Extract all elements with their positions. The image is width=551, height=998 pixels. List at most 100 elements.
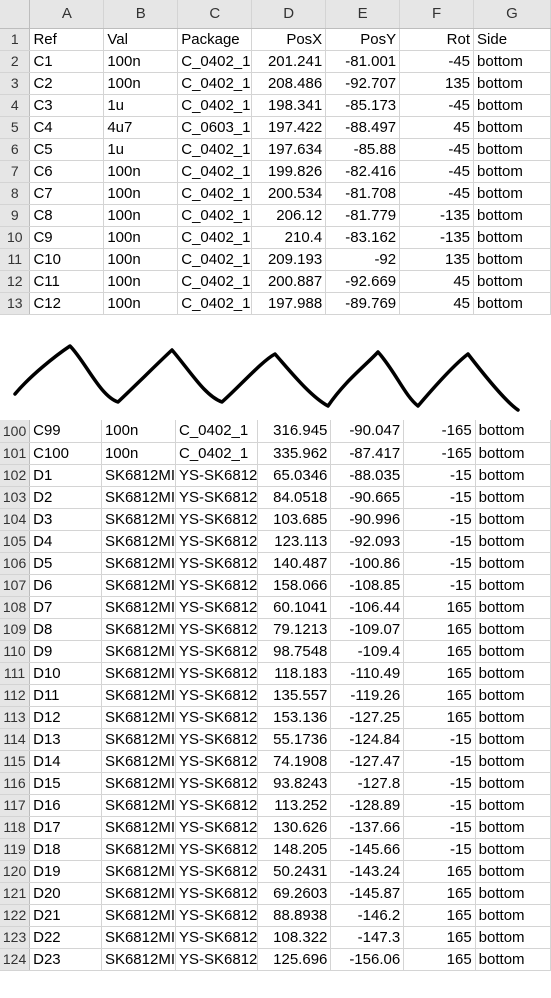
cell-posx[interactable]: 113.252 xyxy=(257,794,332,817)
cell-posx[interactable]: 140.487 xyxy=(257,552,332,575)
cell-package[interactable]: Package xyxy=(177,28,253,51)
cell-val[interactable]: 100n xyxy=(103,204,179,227)
cell-side[interactable]: bottom xyxy=(473,270,551,293)
row-header[interactable]: 116 xyxy=(0,772,31,795)
cell-posx[interactable]: 316.945 xyxy=(257,420,332,443)
cell-posx[interactable]: 158.066 xyxy=(257,574,332,597)
cell-val[interactable]: SK6812MI xyxy=(101,794,177,817)
column-header-a[interactable]: A xyxy=(29,0,105,29)
cell-rot[interactable]: 165 xyxy=(403,706,476,729)
cell-val[interactable]: SK6812MI xyxy=(101,662,177,685)
cell-side[interactable]: bottom xyxy=(473,138,551,161)
row-header[interactable]: 113 xyxy=(0,706,31,729)
cell-side[interactable]: bottom xyxy=(475,838,551,861)
cell-ref[interactable]: C6 xyxy=(29,160,105,183)
cell-val[interactable]: 4u7 xyxy=(103,116,179,139)
cell-val[interactable]: SK6812MI xyxy=(101,948,177,971)
row-header[interactable]: 9 xyxy=(0,204,31,227)
cell-posy[interactable]: -145.66 xyxy=(330,838,405,861)
cell-package[interactable]: YS-SK6812 xyxy=(175,596,259,619)
cell-posy[interactable]: -90.996 xyxy=(330,508,405,531)
cell-ref[interactable]: D16 xyxy=(29,794,102,817)
cell-rot[interactable]: -45 xyxy=(399,94,475,117)
row-header[interactable]: 115 xyxy=(0,750,31,773)
cell-rot[interactable]: 165 xyxy=(403,662,476,685)
cell-posy[interactable]: -85.173 xyxy=(325,94,401,117)
cell-package[interactable]: YS-SK6812 xyxy=(175,552,259,575)
cell-posy[interactable]: -143.24 xyxy=(330,860,405,883)
cell-side[interactable]: bottom xyxy=(473,72,551,95)
cell-side[interactable]: bottom xyxy=(473,226,551,249)
row-header[interactable]: 123 xyxy=(0,926,31,949)
cell-posy[interactable]: -92.669 xyxy=(325,270,401,293)
cell-side[interactable]: bottom xyxy=(475,794,551,817)
cell-posy[interactable]: -90.665 xyxy=(330,486,405,509)
cell-val[interactable]: 100n xyxy=(103,270,179,293)
row-header[interactable]: 102 xyxy=(0,464,31,487)
cell-ref[interactable]: D13 xyxy=(29,728,102,751)
cell-package[interactable]: C_0402_1 xyxy=(177,72,253,95)
cell-rot[interactable]: -15 xyxy=(403,486,476,509)
row-header[interactable]: 12 xyxy=(0,270,31,293)
row-header[interactable]: 111 xyxy=(0,662,31,685)
cell-posx[interactable]: 103.685 xyxy=(257,508,332,531)
column-header-d[interactable]: D xyxy=(251,0,327,29)
cell-posy[interactable]: -128.89 xyxy=(330,794,405,817)
cell-rot[interactable]: -45 xyxy=(399,182,475,205)
cell-posx[interactable]: 69.2603 xyxy=(257,882,332,905)
cell-posx[interactable]: 84.0518 xyxy=(257,486,332,509)
cell-rot[interactable]: -15 xyxy=(403,508,476,531)
cell-val[interactable]: SK6812MI xyxy=(101,860,177,883)
cell-posx[interactable]: 201.241 xyxy=(251,50,327,73)
cell-package[interactable]: YS-SK6812 xyxy=(175,882,259,905)
cell-posx[interactable]: 98.7548 xyxy=(257,640,332,663)
cell-val[interactable]: SK6812MI xyxy=(101,772,177,795)
cell-ref[interactable]: C9 xyxy=(29,226,105,249)
column-header-e[interactable]: E xyxy=(325,0,401,29)
cell-side[interactable]: bottom xyxy=(473,116,551,139)
cell-posy[interactable]: -81.001 xyxy=(325,50,401,73)
cell-package[interactable]: YS-SK6812 xyxy=(175,948,259,971)
cell-package[interactable]: YS-SK6812 xyxy=(175,838,259,861)
cell-posx[interactable]: 108.322 xyxy=(257,926,332,949)
row-header[interactable]: 124 xyxy=(0,948,31,971)
cell-posy[interactable]: -124.84 xyxy=(330,728,405,751)
cell-side[interactable]: bottom xyxy=(475,464,551,487)
cell-posx[interactable]: 93.8243 xyxy=(257,772,332,795)
cell-val[interactable]: SK6812MI xyxy=(101,552,177,575)
cell-posy[interactable]: -145.87 xyxy=(330,882,405,905)
cell-rot[interactable]: 135 xyxy=(399,248,475,271)
cell-posx[interactable]: 148.205 xyxy=(257,838,332,861)
cell-val[interactable]: SK6812MI xyxy=(101,596,177,619)
cell-posx[interactable]: 65.0346 xyxy=(257,464,332,487)
cell-posx[interactable]: 197.988 xyxy=(251,292,327,315)
cell-ref[interactable]: D7 xyxy=(29,596,102,619)
cell-posy[interactable]: -146.2 xyxy=(330,904,405,927)
cell-posx[interactable]: 50.2431 xyxy=(257,860,332,883)
cell-posy[interactable]: -85.88 xyxy=(325,138,401,161)
cell-side[interactable]: bottom xyxy=(475,530,551,553)
cell-rot[interactable]: 45 xyxy=(399,270,475,293)
cell-posx[interactable]: 88.8938 xyxy=(257,904,332,927)
cell-ref[interactable]: C1 xyxy=(29,50,105,73)
cell-package[interactable]: YS-SK6812 xyxy=(175,508,259,531)
cell-ref[interactable]: D21 xyxy=(29,904,102,927)
cell-posy[interactable]: -88.035 xyxy=(330,464,405,487)
cell-posy[interactable]: -100.86 xyxy=(330,552,405,575)
cell-ref[interactable]: D2 xyxy=(29,486,102,509)
cell-ref[interactable]: C10 xyxy=(29,248,105,271)
cell-val[interactable]: SK6812MI xyxy=(101,684,177,707)
cell-rot[interactable]: 165 xyxy=(403,618,476,641)
row-header[interactable]: 114 xyxy=(0,728,31,751)
cell-rot[interactable]: -15 xyxy=(403,464,476,487)
cell-package[interactable]: C_0402_1 xyxy=(177,292,253,315)
cell-posy[interactable]: -90.047 xyxy=(330,420,405,443)
cell-val[interactable]: 100n xyxy=(103,72,179,95)
cell-side[interactable]: bottom xyxy=(475,948,551,971)
cell-side[interactable]: bottom xyxy=(475,574,551,597)
column-header-f[interactable]: F xyxy=(399,0,475,29)
cell-side[interactable]: bottom xyxy=(475,926,551,949)
cell-side[interactable]: bottom xyxy=(473,248,551,271)
cell-side[interactable]: bottom xyxy=(475,640,551,663)
cell-side[interactable]: bottom xyxy=(475,706,551,729)
